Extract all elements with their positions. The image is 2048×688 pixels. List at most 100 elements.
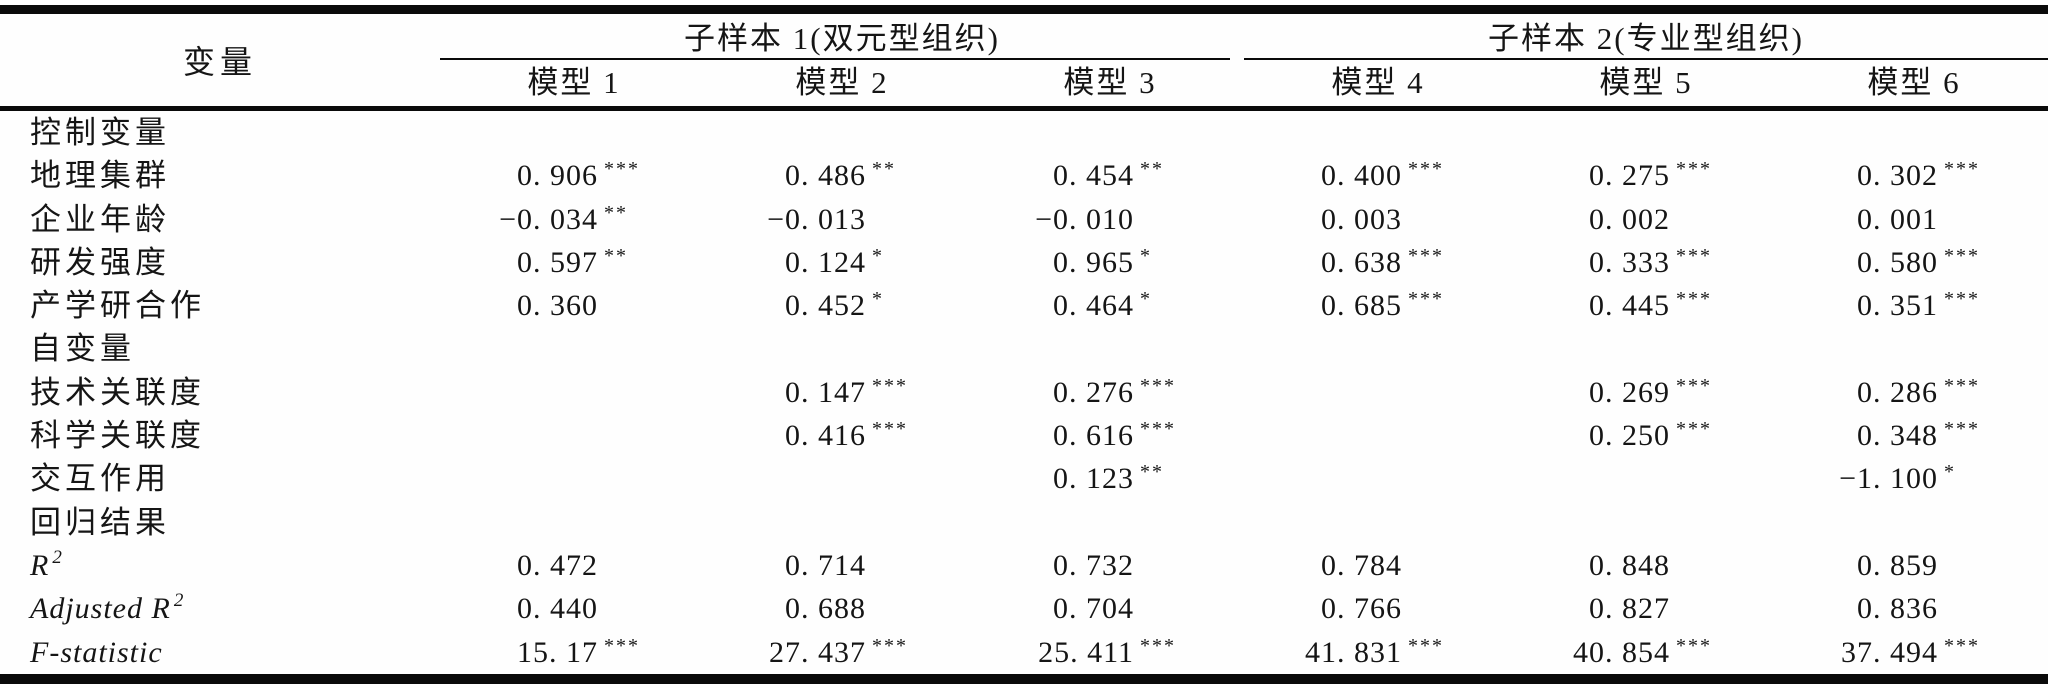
significance-stars: **	[1140, 158, 1164, 181]
coefficient-value: 0. 123	[1053, 462, 1134, 496]
value-cell: 0. 302 ***	[1780, 154, 2048, 197]
value-cell: 0. 685 ***	[1244, 284, 1512, 327]
significance-stars: *	[872, 244, 884, 267]
significance-stars: ***	[1944, 634, 1980, 657]
coefficient-value: 0. 124	[785, 245, 866, 279]
section-row: 控制变量	[0, 111, 2048, 154]
significance-stars: ***	[1408, 158, 1444, 181]
row-label: 产学研合作	[0, 284, 440, 327]
value-cell: 0. 416 ***	[708, 414, 976, 457]
coefficient-value: 0. 348	[1857, 419, 1938, 453]
value-cell: 0. 276 ***	[976, 371, 1244, 414]
value-cell: 0. 003	[1244, 198, 1512, 241]
coefficient-value: 0. 269	[1589, 375, 1670, 409]
significance-stars: ***	[1676, 374, 1712, 397]
group-subsample-1: 子样本 1(双元型组织) 模型 1 模型 2 模型 3	[440, 14, 1244, 106]
group-subsample-1-label: 子样本 1(双元型组织)	[684, 21, 1000, 56]
value-cell	[1244, 414, 1512, 457]
coefficient-value: 0. 685	[1321, 289, 1402, 323]
coefficient-value: 0. 351	[1857, 289, 1938, 323]
value-cell: 0. 124 *	[708, 241, 976, 284]
row-label-text: 回归结果	[30, 504, 170, 540]
row-label-superscript: 2	[173, 590, 184, 612]
coefficient-value: 0. 454	[1053, 159, 1134, 193]
value-cell: 0. 766	[1244, 587, 1512, 630]
value-cell	[440, 111, 708, 154]
value-cell	[708, 501, 976, 544]
value-cell: 40. 854 ***	[1512, 631, 1780, 674]
row-label-text: Adjusted R	[30, 592, 171, 626]
significance-stars: ***	[1944, 288, 1980, 311]
significance-stars: **	[604, 201, 628, 224]
coefficient-value: 0. 286	[1857, 375, 1938, 409]
coefficient-value: 15. 17	[517, 635, 598, 669]
table-body: 控制变量 地理集群 0. 906 *** 0. 486 ** 0. 454 ** 0. 400 *…	[0, 111, 2048, 674]
value-cell: 0. 859	[1780, 544, 2048, 587]
significance-stars: *	[1140, 288, 1152, 311]
row-label: 研发强度	[0, 241, 440, 284]
value-cell: 0. 123 **	[976, 457, 1244, 500]
coefficient-value: 0. 003	[1321, 202, 1402, 236]
table-row: F-statistic 15. 17 *** 27. 437 *** 25. 411 ***…	[0, 631, 2048, 674]
row-label: 技术关联度	[0, 371, 440, 414]
coefficient-value: 0. 472	[517, 548, 598, 582]
coefficient-value: 0. 002	[1589, 202, 1670, 236]
significance-stars: ***	[604, 634, 640, 657]
coefficient-value: 0. 714	[785, 548, 866, 582]
coefficient-value: 0. 836	[1857, 592, 1938, 626]
model-4-header: 模型 4	[1331, 65, 1425, 100]
value-cell	[1244, 111, 1512, 154]
coefficient-value: −0. 034	[499, 202, 598, 236]
value-cell	[1512, 327, 1780, 370]
significance-stars: **	[604, 244, 628, 267]
value-cell: 0. 688	[708, 587, 976, 630]
value-cell: 0. 454 **	[976, 154, 1244, 197]
coefficient-value: 25. 411	[1038, 635, 1134, 669]
coefficient-value: 0. 965	[1053, 245, 1134, 279]
coefficient-value: 0. 784	[1321, 548, 1402, 582]
table-bottom-rule	[0, 673, 2048, 684]
coefficient-value: 0. 464	[1053, 289, 1134, 323]
value-cell	[1512, 501, 1780, 544]
row-label: 地理集群	[0, 154, 440, 197]
value-cell: 0. 002	[1512, 198, 1780, 241]
coefficient-value: 0. 302	[1857, 159, 1938, 193]
value-cell: 0. 638 ***	[1244, 241, 1512, 284]
value-cell	[1512, 457, 1780, 500]
group-subsample-2-label: 子样本 2(专业型组织)	[1488, 21, 1804, 56]
value-cell: −0. 034 **	[440, 198, 708, 241]
value-cell	[1780, 111, 2048, 154]
row-label-text: 企业年龄	[30, 201, 170, 237]
value-cell: 0. 400 ***	[1244, 154, 1512, 197]
coefficient-value: 0. 445	[1589, 289, 1670, 323]
value-cell	[1244, 501, 1512, 544]
group-subsample-2: 子样本 2(专业型组织) 模型 4 模型 5 模型 6	[1244, 14, 2048, 106]
value-cell: 15. 17 ***	[440, 631, 708, 674]
coefficient-value: 0. 001	[1857, 202, 1938, 236]
coefficient-value: 0. 732	[1053, 548, 1134, 582]
model-1-header: 模型 1	[527, 65, 621, 100]
coefficient-value: 0. 360	[517, 289, 598, 323]
value-cell: −0. 013	[708, 198, 976, 241]
coefficient-value: 0. 688	[785, 592, 866, 626]
value-cell	[440, 501, 708, 544]
value-cell: 0. 445 ***	[1512, 284, 1780, 327]
coefficient-value: −0. 013	[767, 202, 866, 236]
value-cell	[1244, 371, 1512, 414]
table-top-rule	[0, 5, 2048, 14]
coefficient-value: 0. 333	[1589, 245, 1670, 279]
coefficient-value: 0. 452	[785, 289, 866, 323]
significance-stars: **	[872, 158, 896, 181]
coefficient-value: 0. 580	[1857, 245, 1938, 279]
section-row: 回归结果	[0, 501, 2048, 544]
coefficient-value: 0. 848	[1589, 548, 1670, 582]
value-cell: 25. 411 ***	[976, 631, 1244, 674]
row-label: F-statistic	[0, 631, 440, 674]
table-row: 技术关联度 0. 147 *** 0. 276 *** 0. 269 *** 0. 286 **…	[0, 371, 2048, 414]
coefficient-value: 0. 766	[1321, 592, 1402, 626]
significance-stars: ***	[604, 158, 640, 181]
coefficient-value: −1. 100	[1839, 462, 1938, 496]
coefficient-value: 0. 906	[517, 159, 598, 193]
row-label-text: 交互作用	[30, 461, 170, 497]
